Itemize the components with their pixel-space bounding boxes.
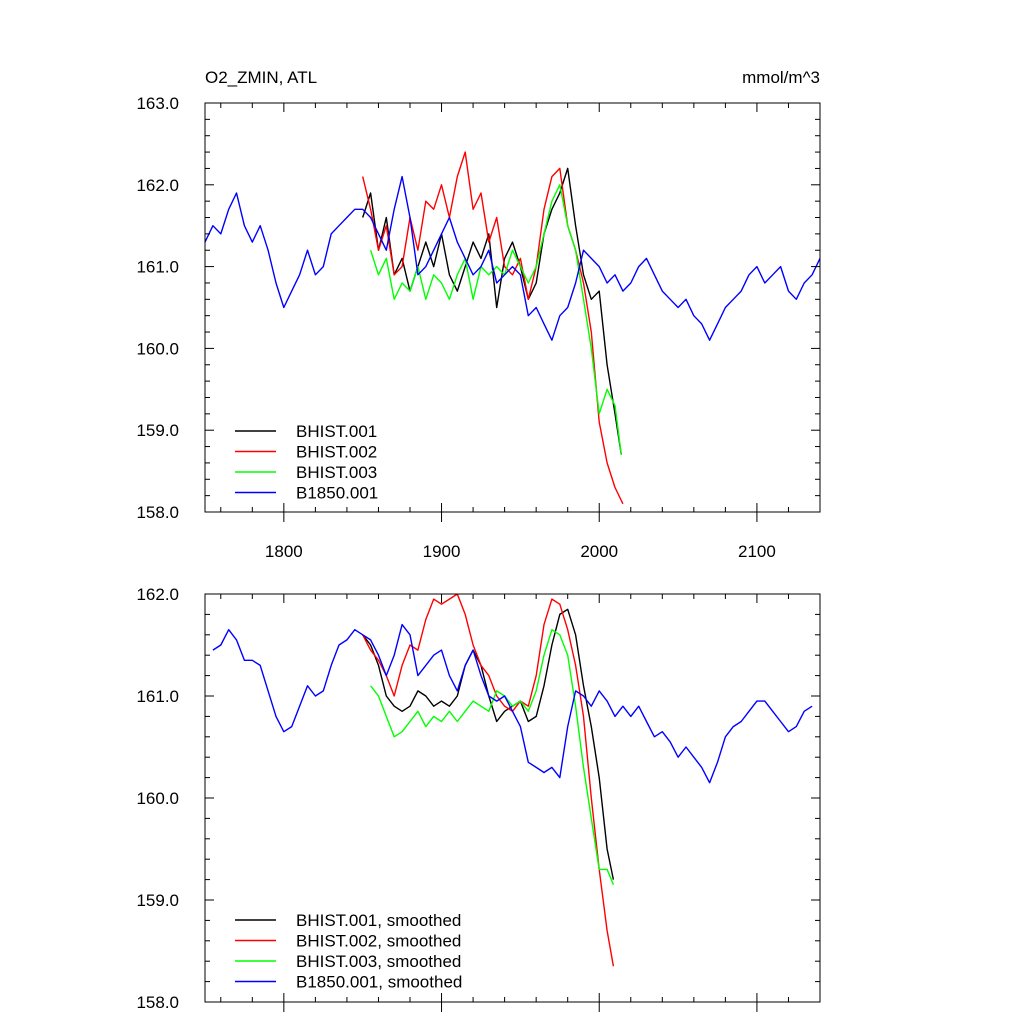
units-label: mmol/m^3 [742,68,820,87]
legend-label: BHIST.001, smoothed [296,911,461,930]
legend-label: BHIST.003, smoothed [296,952,461,971]
legend-label: BHIST.003 [296,463,377,482]
series-line-1 [362,608,615,880]
x-tick-label: 2000 [580,542,618,561]
y-tick-label: 160.0 [136,339,179,358]
y-tick-label: 159.0 [136,891,179,910]
y-tick-label: 158.0 [136,503,179,522]
top-panel: 158.0 159.0 160.0 161.0 162.0 163.0 1800 1900 20… [136,68,821,561]
legend-label: BHIST.002 [296,443,377,462]
plot-frame [204,102,821,513]
series-line-1 [362,167,622,455]
legend-label: B1850.001 [296,484,378,503]
y-tick-label: 162.0 [136,176,179,195]
y-tick-label: 160.0 [136,789,179,808]
x-tick-label: 2100 [738,542,776,561]
y-tick-label: 163.0 [136,94,179,113]
legend-label: BHIST.002, smoothed [296,932,461,951]
series-group [205,151,820,505]
x-tick-label: 1800 [265,542,303,561]
series-line-4 [205,175,820,341]
x-tick-label: 1900 [423,542,461,561]
series-group [212,594,813,967]
series-line-2 [362,151,624,505]
y-tick-label: 159.0 [136,421,179,440]
chart-title: O2_ZMIN, ATL [205,68,317,87]
y-tick-label: 161.0 [136,258,179,277]
series-line-3 [369,184,622,455]
legend-label: B1850.001, smoothed [296,973,462,992]
series-line-4 [212,623,813,784]
legend: BHIST.001, smoothed BHIST.002, smoothedBH… [235,911,462,992]
series-line-2 [362,594,615,967]
bottom-panel: 158.0 159.0 160.0 161.0 162.0 BHIST.001, smoo… [136,585,821,1012]
y-tick-label: 158.0 [136,993,179,1012]
series-line-3 [370,629,615,885]
y-tick-label: 162.0 [136,585,179,604]
legend-label: BHIST.001 [296,422,377,441]
y-tick-label: 161.0 [136,687,179,706]
